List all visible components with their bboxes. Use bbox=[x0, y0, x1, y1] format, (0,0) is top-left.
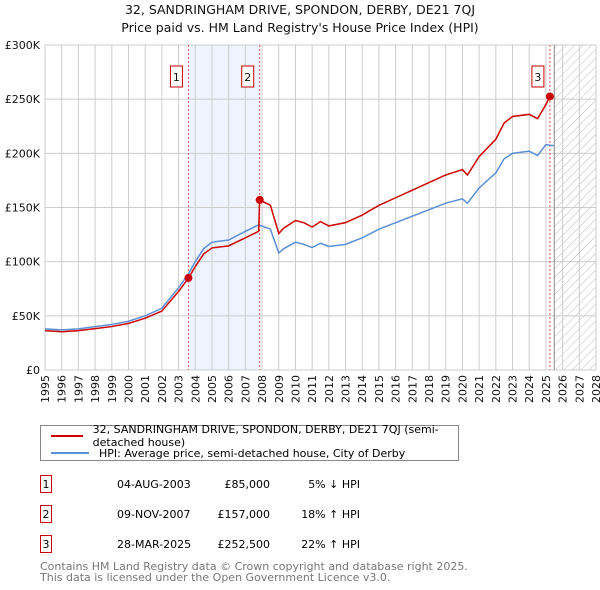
y-tick-label: £50K bbox=[12, 310, 41, 323]
legend: 32, SANDRINGHAM DRIVE, SPONDON, DERBY, D… bbox=[40, 423, 459, 461]
x-tick-label: 2012 bbox=[323, 375, 336, 403]
x-tick-label: 2011 bbox=[306, 375, 319, 403]
x-tick-label: 2023 bbox=[507, 375, 520, 403]
x-tick-label: 1996 bbox=[56, 375, 69, 403]
x-tick-label: 2003 bbox=[173, 375, 186, 403]
x-tick-label: 1998 bbox=[89, 375, 102, 403]
transaction-price: £85,000 bbox=[224, 478, 271, 491]
x-tick-label: 2019 bbox=[440, 375, 453, 403]
transaction-date: 04-AUG-2003 bbox=[117, 478, 191, 491]
transaction-row: 3 28-MAR-2025 £252,500 22% ↑ HPI bbox=[40, 535, 400, 555]
x-tick-label: 2024 bbox=[523, 375, 536, 403]
sale-point bbox=[255, 195, 264, 204]
legend-label-property: 32, SANDRINGHAM DRIVE, SPONDON, DERBY, D… bbox=[92, 423, 439, 449]
sale-point bbox=[184, 273, 193, 282]
price-chart: 1995 1996 1997 1998 1999 2000 2001 2002 2003 2004… bbox=[5, 39, 600, 403]
sale-label: 2 bbox=[244, 71, 251, 84]
x-tick-label: 2016 bbox=[390, 375, 403, 403]
x-tick-label: 2018 bbox=[423, 375, 436, 403]
property-line bbox=[44, 96, 551, 333]
chart-subtitle: Price paid vs. HM Land Registry's House … bbox=[121, 20, 479, 35]
y-tick-label: £100K bbox=[5, 256, 41, 269]
sale-label-box bbox=[531, 65, 545, 88]
transaction-price: £252,500 bbox=[217, 538, 271, 551]
x-tick-label: 2013 bbox=[340, 375, 353, 403]
x-tick-label: 2009 bbox=[273, 375, 286, 403]
y-tick-label: £250K bbox=[5, 93, 41, 106]
chart-title: 32, SANDRINGHAM DRIVE, SPONDON, DERBY, D… bbox=[124, 2, 476, 17]
transaction-number: 3 bbox=[40, 535, 52, 553]
x-tick-label: 2021 bbox=[473, 375, 486, 403]
transaction-number: 2 bbox=[40, 505, 52, 523]
x-tick-label: 1995 bbox=[39, 375, 52, 403]
hpi-line bbox=[44, 143, 555, 331]
transaction-price: £157,000 bbox=[217, 508, 271, 521]
sale-label-box bbox=[241, 65, 255, 88]
x-tick-label: 2008 bbox=[256, 375, 269, 403]
transaction-hpi: 18% ↑ HPI bbox=[301, 508, 360, 521]
x-tick-label: 1999 bbox=[106, 375, 119, 403]
transaction-hpi: 5% ↓ HPI bbox=[308, 478, 360, 491]
x-tick-label: 2027 bbox=[573, 375, 586, 403]
legend-item-property: 32, SANDRINGHAM DRIVE, SPONDON, DERBY, D… bbox=[51, 423, 458, 449]
y-tick-label: £0 bbox=[26, 364, 40, 377]
y-tick-label: £150K bbox=[5, 202, 41, 215]
footer-copyright: Contains HM Land Registry data © Crown c… bbox=[40, 560, 468, 573]
sale-point bbox=[545, 92, 554, 101]
transaction-row: 1 04-AUG-2003 £85,000 5% ↓ HPI bbox=[40, 475, 400, 495]
legend-swatch-hpi bbox=[51, 452, 89, 454]
x-tick-label: 2010 bbox=[289, 375, 302, 403]
x-tick-label: 2006 bbox=[223, 375, 236, 403]
y-tick-label: £200K bbox=[5, 147, 41, 160]
x-tick-label: 2002 bbox=[156, 375, 169, 403]
x-tick-label: 2007 bbox=[239, 375, 252, 403]
legend-swatch-property bbox=[51, 435, 83, 437]
footer-licence: This data is licensed under the Open Gov… bbox=[40, 571, 391, 584]
x-tick-label: 2005 bbox=[206, 375, 219, 403]
x-tick-label: 2000 bbox=[122, 375, 135, 403]
y-tick-label: £300K bbox=[5, 39, 41, 52]
sale-label: 1 bbox=[173, 71, 180, 84]
legend-label-hpi: HPI: Average price, semi-detached house,… bbox=[99, 446, 406, 460]
x-tick-label: 2026 bbox=[557, 375, 570, 403]
x-tick-label: 2028 bbox=[590, 375, 600, 403]
transaction-number: 1 bbox=[40, 475, 52, 493]
sale-label: 3 bbox=[534, 71, 541, 84]
transaction-date: 28-MAR-2025 bbox=[117, 538, 192, 551]
x-tick-label: 2015 bbox=[373, 375, 386, 403]
transaction-date: 09-NOV-2007 bbox=[117, 508, 191, 521]
legend-item-hpi: HPI: Average price, semi-detached house,… bbox=[51, 446, 405, 460]
x-tick-label: 2022 bbox=[490, 375, 503, 403]
sale-label-box bbox=[169, 65, 183, 88]
x-tick-label: 2004 bbox=[189, 375, 202, 403]
transaction-row: 2 09-NOV-2007 £157,000 18% ↑ HPI bbox=[40, 505, 400, 525]
x-tick-label: 2025 bbox=[540, 375, 553, 403]
x-tick-label: 2020 bbox=[456, 375, 469, 403]
x-tick-label: 2017 bbox=[406, 375, 419, 403]
x-tick-label: 2001 bbox=[139, 375, 152, 403]
x-tick-label: 2014 bbox=[356, 375, 369, 403]
transaction-hpi: 22% ↑ HPI bbox=[301, 538, 360, 551]
x-tick-label: 1997 bbox=[72, 375, 85, 403]
